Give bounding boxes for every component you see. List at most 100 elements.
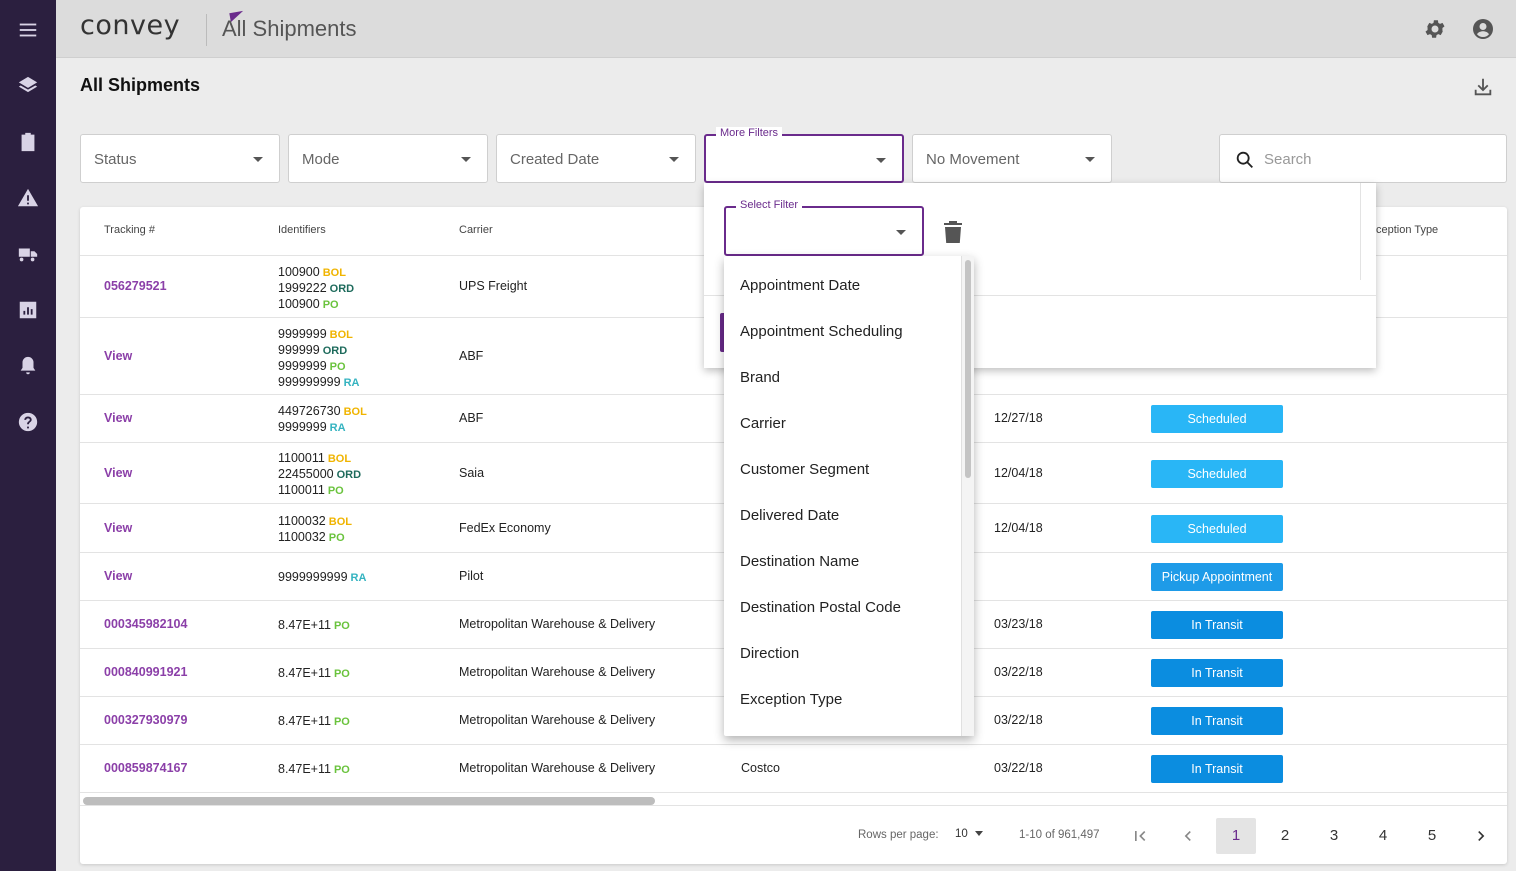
status-filter[interactable]: Status <box>80 134 280 183</box>
tracking-link[interactable]: View <box>104 569 133 583</box>
truck-icon[interactable] <box>16 242 40 266</box>
search-box <box>1219 134 1507 183</box>
identifier-value: 8.47E+11 <box>278 761 331 776</box>
more-filters-select[interactable]: More Filters <box>704 127 904 183</box>
identifier-type-tag: RA <box>343 376 360 389</box>
chart-icon[interactable] <box>16 298 40 322</box>
warning-icon[interactable] <box>16 186 40 210</box>
identifier-value: 9999999 <box>278 358 327 373</box>
header-divider <box>206 14 207 46</box>
table-row[interactable]: View 1100032 BOL 1100032 PO FedEx Economy 12/0… <box>80 504 1507 553</box>
tracking-link[interactable]: 000327930979 <box>104 713 188 727</box>
identifiers-cell: 100900 BOL 1999222 ORD 100900 PO <box>278 265 354 313</box>
page-4-button[interactable]: 4 <box>1378 827 1388 844</box>
page-2-button[interactable]: 2 <box>1280 827 1290 844</box>
chevron-down-icon <box>896 230 906 235</box>
dropdown-scroll-thumb[interactable] <box>965 260 971 478</box>
first-page-icon <box>1135 831 1146 841</box>
account-icon[interactable] <box>1471 17 1495 41</box>
table-row[interactable]: 000859874167 8.47E+11 PO Metropolitan Wareh… <box>80 745 1507 793</box>
tracking-link[interactable]: 000859874167 <box>104 761 188 775</box>
tracking-link[interactable]: View <box>104 411 133 425</box>
identifier-type-tag: PO <box>333 715 350 728</box>
identifiers-cell: 9999999 BOL 999999 ORD 9999999 PO 999999999 RA <box>278 327 359 391</box>
header-identifiers[interactable]: Identifiers <box>278 224 326 236</box>
page-1-button[interactable]: 1 <box>1216 818 1256 854</box>
help-icon[interactable] <box>16 410 40 434</box>
status-badge[interactable]: In Transit <box>1151 755 1283 783</box>
status-badge[interactable]: In Transit <box>1151 611 1283 639</box>
identifiers-cell: 8.47E+11 PO <box>278 762 350 778</box>
identifier-type-tag: PO <box>333 667 350 680</box>
identifier-value: 9999999 <box>278 326 327 341</box>
bell-icon[interactable] <box>16 354 40 378</box>
search-input[interactable] <box>1264 145 1494 173</box>
filter-option[interactable]: Exception Type <box>740 691 843 708</box>
horizontal-scrollbar[interactable] <box>83 797 655 805</box>
header-carrier[interactable]: Carrier <box>459 224 493 236</box>
carrier-cell: Saia <box>459 465 485 480</box>
brand-logo[interactable]: convey <box>80 10 181 41</box>
page-title: All Shipments <box>80 75 201 95</box>
identifiers-cell: 8.47E+11 PO <box>278 714 350 730</box>
no-movement-filter[interactable]: No Movement <box>912 134 1112 183</box>
tracking-link[interactable]: View <box>104 348 133 363</box>
filter-option[interactable]: Direction <box>740 645 800 662</box>
gear-icon[interactable] <box>1423 17 1447 41</box>
date-cell: 12/27/18 <box>994 411 1043 425</box>
download-icon[interactable] <box>1472 76 1494 98</box>
identifier-line: 22455000 ORD <box>278 467 361 483</box>
tracking-link[interactable]: 000345982104 <box>104 617 188 631</box>
tracking-link[interactable]: 000840991921 <box>104 665 188 679</box>
menu-icon[interactable] <box>16 18 40 42</box>
created-date-filter[interactable]: Created Date <box>496 134 696 183</box>
prev-page-button[interactable] <box>1168 818 1208 854</box>
rows-per-page-select[interactable]: 10 <box>955 828 983 840</box>
status-badge[interactable]: Scheduled <box>1151 459 1283 488</box>
filter-option[interactable]: Delivered Date <box>740 507 840 524</box>
next-page-button[interactable] <box>1461 818 1501 854</box>
status-badge[interactable]: In Transit <box>1151 659 1283 687</box>
mode-filter[interactable]: Mode <box>288 134 488 183</box>
identifier-line: 9999999 PO <box>278 359 359 375</box>
tracking-link[interactable]: View <box>104 465 133 480</box>
status-badge[interactable]: In Transit <box>1151 707 1283 735</box>
chevron-left-icon <box>1184 831 1191 841</box>
page-5-button[interactable]: 5 <box>1427 827 1437 844</box>
identifier-type-tag: BOL <box>329 328 353 341</box>
trash-icon[interactable] <box>944 221 962 243</box>
identifier-type-tag: RA <box>329 422 346 434</box>
table-row[interactable]: 000327930979 8.47E+11 PO Metropolitan Wareh… <box>80 697 1507 745</box>
carrier-cell: Pilot <box>459 569 484 583</box>
status-badge[interactable]: Scheduled <box>1151 514 1283 543</box>
date-cell: 03/22/18 <box>994 761 1043 775</box>
tracking-link[interactable]: 056279521 <box>104 279 167 293</box>
first-page-button[interactable] <box>1120 818 1160 854</box>
tracking-link[interactable]: View <box>104 520 133 535</box>
identifier-value: 1100032 <box>278 529 326 544</box>
carrier-cell: Metropolitan Warehouse & Delivery <box>459 713 656 727</box>
chevron-down-icon <box>461 157 471 162</box>
header-exception-type[interactable]: ception Type <box>1376 224 1439 236</box>
page-3-button[interactable]: 3 <box>1329 827 1339 844</box>
identifier-type-tag: BOL <box>327 453 352 465</box>
dropdown-scrollbar[interactable] <box>961 256 974 736</box>
app-title: All Shipments <box>222 16 357 41</box>
filter-option[interactable]: Destination Postal Code <box>740 599 901 616</box>
status-badge[interactable]: Scheduled <box>1151 405 1283 433</box>
filter-option[interactable]: Appointment Date <box>740 277 861 294</box>
status-badge[interactable]: Pickup Appointment <box>1151 563 1283 591</box>
chevron-down-icon <box>669 157 679 162</box>
select-filter-dropdown[interactable]: Select Filter <box>724 199 924 256</box>
identifier-line: 9999999 RA <box>278 420 367 436</box>
filter-option[interactable]: Customer Segment <box>740 461 870 478</box>
layers-icon[interactable] <box>16 74 40 98</box>
identifier-type-tag: ORD <box>322 344 348 357</box>
filter-option[interactable]: Carrier <box>740 415 786 432</box>
header-tracking[interactable]: Tracking # <box>104 224 155 236</box>
identifier-line: 999999 ORD <box>278 343 359 359</box>
clipboard-icon[interactable] <box>16 130 40 154</box>
filter-option[interactable]: Brand <box>740 369 781 386</box>
filter-option[interactable]: Appointment Scheduling <box>740 323 903 340</box>
filter-option[interactable]: Destination Name <box>740 553 860 570</box>
